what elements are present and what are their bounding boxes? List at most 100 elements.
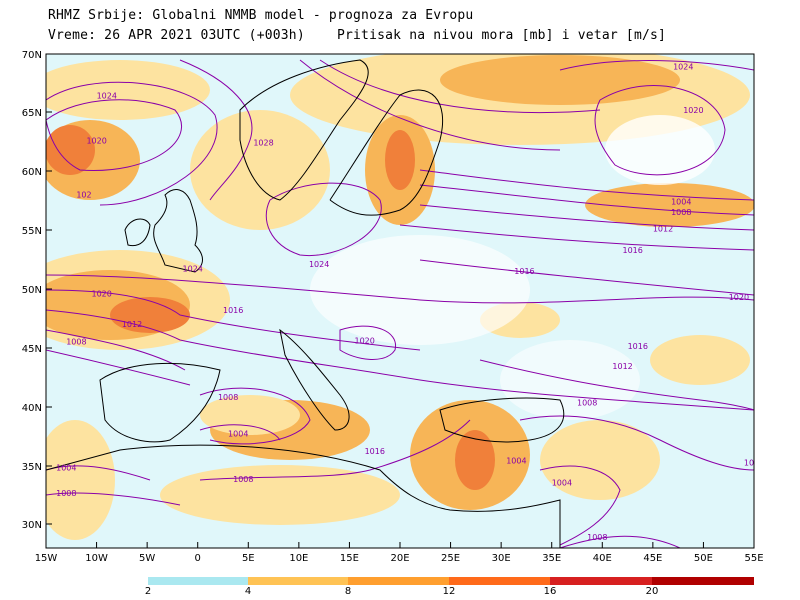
isobar-labels: 1024 1020 102 1028 1024 1020 1016 1012 1008 1024 1… <box>56 62 754 541</box>
isobar <box>46 309 754 411</box>
isobar-label: 1012 <box>122 320 142 329</box>
legend-swatch <box>652 577 754 585</box>
isobar <box>199 419 471 481</box>
isobar <box>479 359 754 411</box>
wind-zone <box>455 430 495 490</box>
isobar-label: 1024 <box>97 92 117 101</box>
isobar <box>419 184 754 216</box>
legend-label: 20 <box>645 586 659 597</box>
isobar-label: 1004 <box>552 479 572 488</box>
isobar-label: 1016 <box>623 246 643 255</box>
ireland-outline <box>124 218 151 247</box>
chart-title: RHMZ Srbije: Globalni NMMB model - progn… <box>48 8 474 23</box>
wind-zone <box>540 420 660 500</box>
isobar-label: 1020 <box>86 136 106 145</box>
wind-zone <box>110 297 190 333</box>
isobar <box>179 59 253 201</box>
isobar <box>46 81 218 206</box>
longitude-label: 40E <box>593 553 612 564</box>
longitude-label: 20E <box>390 553 409 564</box>
sweden-finland-outline <box>329 89 444 216</box>
wind-calm-zone <box>310 235 530 345</box>
longitude-label: 15E <box>340 553 359 564</box>
longitude-label: 25E <box>441 553 460 564</box>
longitude-label: 5E <box>242 553 255 564</box>
isobar-label: 1016 <box>514 267 534 276</box>
isobar <box>46 492 181 506</box>
valid-time: Vreme: 26 APR 2021 03UTC (+003h) <box>48 28 305 43</box>
wind-speed-legend <box>148 577 754 585</box>
wind-zone <box>46 420 115 540</box>
legend-label: 2 <box>144 586 152 597</box>
latitude-label: 50N <box>22 285 42 296</box>
isobar <box>199 424 281 441</box>
latitude-label: 45N <box>22 344 42 355</box>
latitude-label: 40N <box>22 403 42 414</box>
turkey-outline <box>439 397 565 443</box>
isobar <box>299 59 561 151</box>
wind-zone <box>440 55 680 105</box>
chart-subtitle: Vreme: 26 APR 2021 03UTC (+003h) Pritisa… <box>48 28 666 43</box>
longitude-label: 10W <box>85 553 108 564</box>
isobar-label: 1004 <box>671 198 691 207</box>
legend-swatch <box>550 577 652 585</box>
longitude-label: 0 <box>195 553 201 564</box>
latitude-label: 55N <box>22 226 42 237</box>
isobar-label: 1016 <box>223 306 243 315</box>
wind-zone <box>190 110 330 230</box>
isobar-label: 1008 <box>218 393 238 402</box>
isobar <box>46 99 182 171</box>
isobar-label: 1008 <box>233 475 253 484</box>
grid-ticks <box>46 54 754 548</box>
legend-swatch <box>348 577 449 585</box>
isobar <box>199 387 311 445</box>
longitude-label: 5W <box>139 553 155 564</box>
field-description: Pritisak na nivou mora [mb] i vetar [m/s… <box>336 28 667 43</box>
isobar-label: 1024 <box>309 260 329 269</box>
isobar <box>419 169 754 201</box>
isobar-label: 1008 <box>66 338 86 347</box>
isobar-label: 1004 <box>228 429 248 438</box>
map-frame <box>45 53 755 549</box>
legend-label: 12 <box>442 586 456 597</box>
isobar-label: 1024 <box>183 265 203 274</box>
isobar-label: 1016 <box>628 342 648 351</box>
longitude-label: 35E <box>542 553 561 564</box>
great-britain-outline <box>153 189 203 273</box>
isobar-label: 1028 <box>253 139 273 148</box>
isobar-label: 1024 <box>673 62 693 71</box>
isobar <box>419 204 754 231</box>
isobar <box>539 465 621 546</box>
legend-label: 8 <box>344 586 352 597</box>
wind-zone <box>46 60 210 120</box>
coastlines <box>46 59 565 548</box>
italy-outline <box>279 328 350 431</box>
isobar-label: 1012 <box>612 362 632 371</box>
isobar <box>319 59 601 114</box>
isobar-label: 1008 <box>577 399 597 408</box>
latitude-label: 60N <box>22 167 42 178</box>
isobar-label: 1020 <box>683 106 703 115</box>
wind-zone <box>385 130 415 190</box>
isobar <box>519 415 754 471</box>
north-africa-outline <box>46 444 561 548</box>
isobar <box>399 224 754 251</box>
isobar <box>46 349 191 386</box>
wind-speed-shading <box>46 54 754 548</box>
isobar-label: 102 <box>76 190 91 199</box>
scandinavia-outline <box>239 59 369 201</box>
isobar-label: 1008 <box>56 489 76 498</box>
legend-swatch <box>248 577 348 585</box>
legend-label: 4 <box>244 586 252 597</box>
longitude-labels: 15W 10W 5W 0 5E 10E 15E 20E 25E 30E 35E 40E 45E 50E 55… <box>35 553 764 564</box>
map-plot: 1024 1020 102 1028 1024 1020 1016 1012 1008 1024 1… <box>46 54 754 548</box>
isobar <box>265 182 382 257</box>
isobar-label: 1020 <box>92 289 112 298</box>
longitude-label: 10E <box>289 553 308 564</box>
isobar-label: 1004 <box>506 456 526 465</box>
isobar <box>559 535 681 548</box>
latitude-label: 70N <box>22 50 42 61</box>
longitude-label: 30E <box>492 553 511 564</box>
isobar-label: 1016 <box>365 447 385 456</box>
